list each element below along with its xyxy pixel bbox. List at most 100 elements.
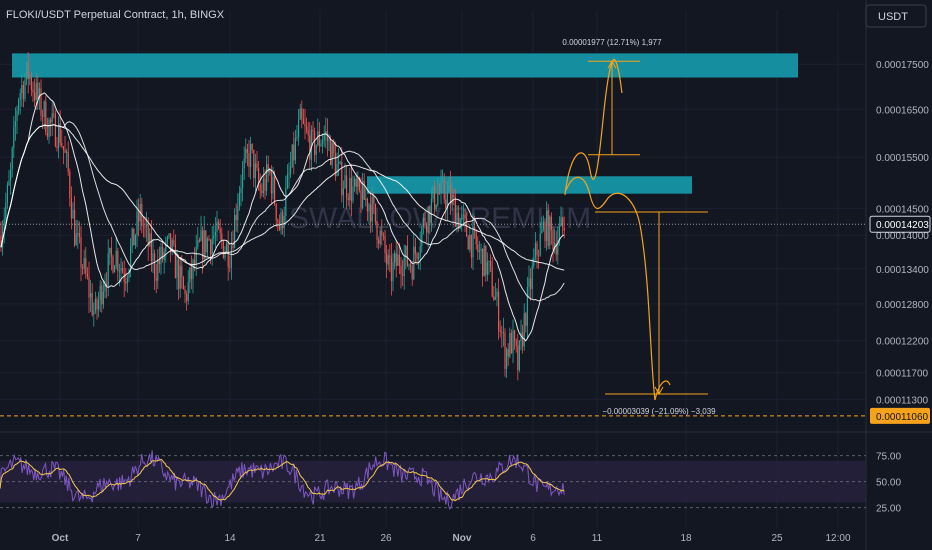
candle-body (382, 234, 384, 237)
candle-body (310, 129, 312, 160)
candle-body (219, 228, 221, 234)
candle-body (514, 330, 516, 341)
candle-body (224, 251, 226, 258)
candle-body (251, 143, 253, 150)
candle-body (102, 291, 104, 305)
candle-body (309, 135, 311, 160)
candle-body (18, 99, 20, 111)
candle-body (222, 241, 224, 258)
candle-body (70, 198, 72, 219)
candle-body (349, 178, 351, 201)
target-price-tag (870, 407, 930, 424)
candle-body (194, 259, 196, 265)
bearish-path-curve (565, 176, 656, 401)
candle-body (250, 143, 252, 168)
candle-body (469, 234, 471, 250)
candle-body (296, 136, 298, 139)
candle-body (509, 332, 511, 357)
candle-body (53, 113, 55, 115)
candle-body (507, 349, 509, 357)
candle-body (434, 186, 436, 210)
candle-body (46, 132, 48, 137)
candle-body (504, 332, 506, 369)
candle-body (318, 131, 320, 146)
candle-body (501, 332, 503, 333)
candle-body (54, 114, 56, 147)
candle-body (190, 267, 192, 280)
candle-body (352, 186, 354, 201)
candle-body (86, 273, 88, 277)
candle-body (414, 246, 416, 254)
candle-body (16, 110, 18, 122)
candle-body (477, 244, 479, 253)
candle-body (354, 178, 356, 187)
candle-body (342, 188, 344, 196)
candle-body (560, 217, 562, 227)
candle-body (226, 243, 228, 252)
candle-body (69, 171, 71, 199)
candle-body (37, 82, 39, 100)
candle-body (181, 265, 183, 278)
candle-body (432, 186, 434, 199)
candle-body (397, 254, 399, 266)
candle-body (334, 153, 336, 177)
currency-button[interactable]: USDT (865, 4, 927, 28)
candle-body (91, 293, 93, 315)
candle-body (384, 236, 386, 254)
candle-body (133, 228, 135, 246)
candle-body (206, 238, 208, 253)
candle-body (403, 257, 405, 276)
candle-body (48, 119, 50, 137)
candle-body (154, 253, 156, 278)
candle-body (462, 214, 464, 216)
candle-body (314, 131, 316, 155)
price-tick-label: 0.00012200 (876, 337, 929, 348)
candle-body (218, 221, 220, 229)
candle-body (182, 277, 184, 290)
candle-body (30, 77, 32, 90)
candle-body (322, 140, 324, 144)
candle-body (299, 108, 301, 120)
candle-body (467, 236, 469, 250)
candle-body (454, 197, 456, 227)
candle-body (269, 170, 271, 173)
candle-body (522, 332, 524, 347)
candle-body (192, 259, 194, 280)
target-price-label: 0.00011060 (876, 412, 929, 423)
price-tick-label: 0.00013400 (876, 265, 929, 276)
candle-body (494, 296, 496, 300)
candle-body (147, 224, 149, 246)
resistance-zone-2 (367, 176, 692, 194)
candle-body (544, 221, 546, 242)
candle-body (402, 274, 404, 276)
candle-body (122, 268, 124, 273)
candle-body (80, 237, 82, 268)
candle-body (278, 221, 280, 230)
candle-body (150, 233, 152, 261)
candle-body (158, 259, 160, 265)
candle-body (248, 152, 250, 168)
candle-body (242, 168, 244, 188)
candle-body (115, 250, 117, 267)
candle-body (461, 214, 463, 220)
candle-body (211, 238, 213, 255)
candle-body (67, 151, 69, 172)
price-tick-label: 0.00016500 (876, 105, 929, 116)
candle-body (346, 175, 348, 198)
candle-body (58, 123, 60, 148)
candle-body (512, 330, 514, 354)
candle-body (442, 179, 444, 181)
candle-body (538, 255, 540, 256)
candle-body (424, 217, 426, 226)
candle-body (130, 246, 132, 270)
candle-body (261, 190, 263, 193)
rsi-ma-line (0, 458, 565, 502)
candle-body (488, 260, 490, 262)
candle-body (14, 121, 16, 127)
candle-body (518, 340, 520, 371)
candle-body (339, 161, 341, 163)
candle-body (214, 231, 216, 236)
candle-body (118, 270, 120, 272)
candle-body (475, 230, 477, 245)
